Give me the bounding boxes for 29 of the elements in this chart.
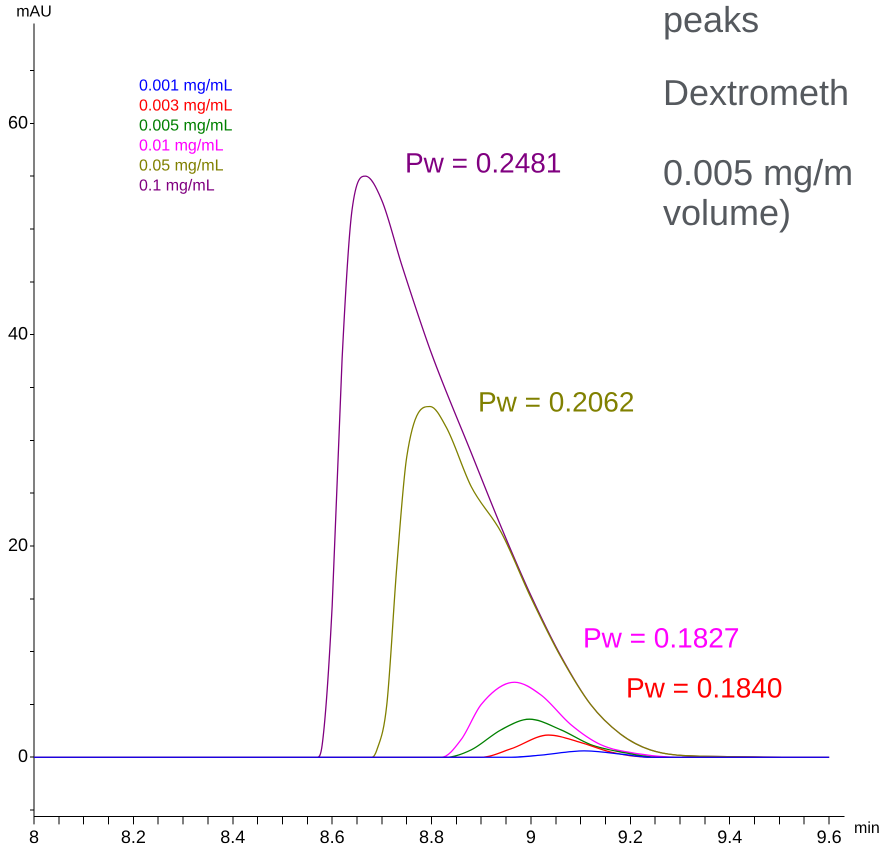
y-tick-label: 40	[8, 324, 28, 344]
x-tick-label: 9.6	[816, 827, 842, 848]
y-tick-label: 0	[18, 746, 28, 766]
y-tick-label: 20	[8, 534, 28, 555]
x-tick-label: 9.2	[618, 827, 643, 848]
x-tick-label: 8.4	[220, 827, 246, 848]
text: 0.01 mg/mL	[139, 137, 224, 154]
y-axis-title: mAU	[16, 3, 52, 20]
annotation: peaks	[663, 0, 760, 40]
text: 0.001 mg/mL	[139, 77, 232, 94]
annotation: Pw = 0.2062	[478, 386, 634, 418]
annotation: volume)	[663, 192, 792, 233]
x-tick-label: 9	[526, 827, 536, 848]
text: 0.05 mg/mL	[139, 157, 224, 174]
y-tick-label: 60	[8, 112, 28, 132]
annotation: Pw = 0.1827	[583, 622, 740, 654]
text: 0.003 mg/mL	[139, 97, 232, 114]
annotation: Pw = 0.1840	[626, 672, 782, 704]
x-tick-label: 8	[28, 827, 40, 848]
text: 0.1 mg/mL	[139, 177, 215, 194]
x-tick-label: 9.4	[717, 827, 742, 848]
annotation: 0.005 mg/m	[663, 152, 854, 193]
x-tick-label: 8.6	[320, 827, 345, 848]
text: 0.005 mg/mL	[139, 117, 232, 134]
x-axis-title: min	[854, 820, 880, 837]
x-tick-label: 8.2	[120, 827, 146, 848]
annotation: Dextrometh	[663, 72, 850, 113]
annotation: Pw = 0.2481	[405, 148, 562, 179]
x-tick-label: 8.8	[419, 827, 444, 848]
